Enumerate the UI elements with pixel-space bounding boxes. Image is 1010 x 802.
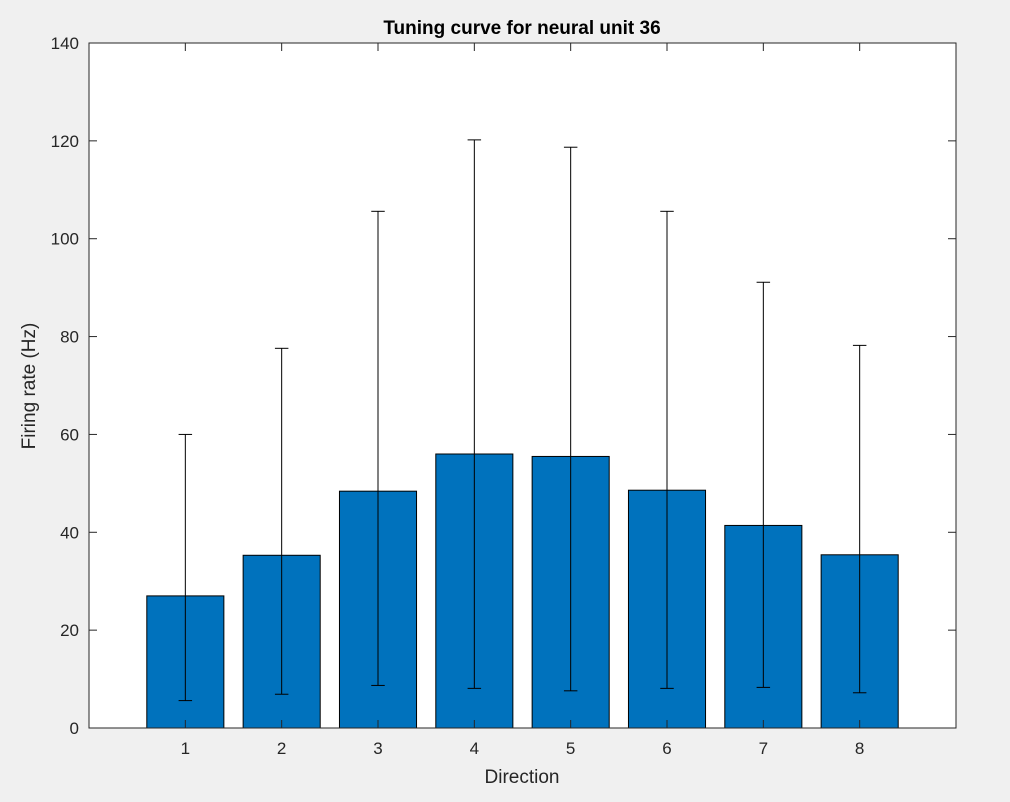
error-bar-4 bbox=[467, 139, 482, 689]
x-tick-label-5: 5 bbox=[566, 739, 575, 758]
error-bar-8 bbox=[852, 344, 867, 694]
y-tick-label-60: 60 bbox=[60, 425, 79, 444]
error-bar-7 bbox=[756, 281, 771, 688]
x-tick-label-3: 3 bbox=[373, 739, 382, 758]
axes-background bbox=[89, 43, 956, 728]
error-bar-1 bbox=[178, 433, 193, 702]
x-axis-ticks: 1 2 3 4 5 6 7 8 bbox=[181, 43, 864, 758]
y-tick-label-120: 120 bbox=[51, 132, 79, 151]
x-tick-label-6: 6 bbox=[662, 739, 671, 758]
y-tick-label-140: 140 bbox=[51, 34, 79, 53]
x-tick-label-7: 7 bbox=[759, 739, 768, 758]
error-bar-6 bbox=[660, 210, 674, 689]
error-bar-2 bbox=[274, 347, 289, 695]
y-tick-label-100: 100 bbox=[51, 230, 79, 249]
y-tick-label-40: 40 bbox=[60, 523, 79, 542]
y-axis-label: Firing rate (Hz) bbox=[19, 323, 40, 450]
error-bar-5 bbox=[563, 146, 578, 692]
y-tick-label-20: 20 bbox=[60, 621, 79, 640]
x-tick-label-4: 4 bbox=[470, 739, 479, 758]
y-tick-label-80: 80 bbox=[60, 328, 79, 347]
y-tick-label-0: 0 bbox=[70, 719, 79, 738]
x-tick-label-2: 2 bbox=[277, 739, 286, 758]
axes-box bbox=[88, 42, 957, 729]
chart-title: Tuning curve for neural unit 36 bbox=[383, 18, 660, 39]
y-axis-ticks: 0 20 40 60 80 100 120 140 bbox=[51, 34, 956, 738]
x-axis-label: Direction bbox=[485, 767, 560, 788]
x-tick-label-8: 8 bbox=[855, 739, 864, 758]
error-bars-layer bbox=[178, 139, 867, 702]
x-tick-label-1: 1 bbox=[181, 739, 190, 758]
error-bar-3 bbox=[371, 210, 385, 686]
